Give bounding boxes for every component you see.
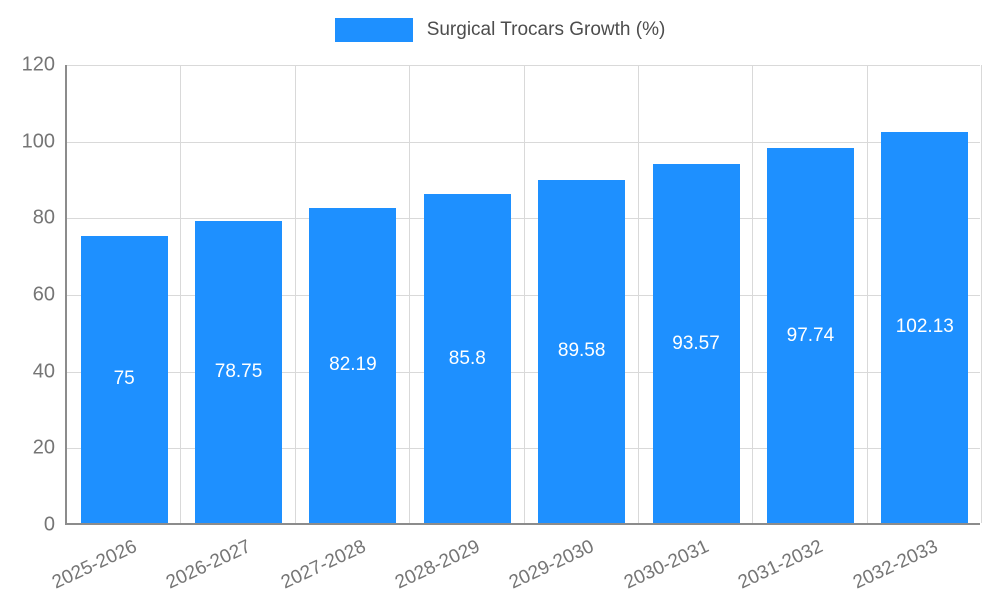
vertical-gridline [752, 65, 754, 523]
bar-2026-2027: 78.75 [195, 221, 283, 523]
vertical-gridline [866, 65, 868, 523]
x-axis-category-label: 2031-2032 [735, 536, 827, 594]
vertical-gridline [637, 65, 639, 523]
y-axis-tick-label: 60 [32, 283, 55, 306]
vertical-gridline [294, 65, 296, 523]
x-axis-category-label: 2032-2033 [849, 536, 941, 594]
chart-legend: Surgical Trocars Growth (%) [0, 18, 1000, 42]
bar-value-label: 102.13 [895, 316, 954, 338]
x-axis-category-label: 2030-2031 [620, 536, 713, 594]
y-axis-tick-label: 80 [32, 206, 55, 229]
legend-swatch-icon [334, 18, 413, 42]
bar-2030-2031: 93.57 [652, 164, 740, 523]
bar-value-label: 75 [113, 368, 135, 390]
y-axis-tick-label: 100 [21, 130, 55, 153]
bar-2025-2026: 75 [80, 235, 168, 523]
bar-value-label: 85.8 [448, 347, 486, 369]
legend-label: Surgical Trocars Growth (%) [426, 19, 666, 40]
y-axis-tick-label: 120 [21, 53, 55, 76]
vertical-gridline [180, 65, 182, 523]
bar-value-label: 89.58 [557, 340, 606, 362]
y-axis-tick-label: 20 [32, 436, 55, 459]
x-axis-category-label: 2025-2026 [48, 536, 141, 594]
x-axis-category-label: 2028-2029 [392, 536, 484, 594]
vertical-gridline [523, 65, 525, 523]
bar-value-label: 82.19 [329, 354, 377, 376]
x-axis-category-label: 2027-2028 [277, 536, 369, 594]
bar-value-label: 78.75 [214, 361, 263, 383]
bar-2031-2032: 97.74 [766, 148, 854, 523]
legend-item-surgical-trocars[interactable]: Surgical Trocars Growth (%) [334, 18, 666, 42]
bar-value-label: 93.57 [672, 332, 720, 354]
bar-value-label: 97.74 [786, 324, 835, 346]
y-axis-tick-label: 0 [43, 513, 55, 536]
y-axis-tick-label: 40 [32, 360, 55, 383]
plot-area: 75 78.75 82.19 85.8 89.58 93.57 97.74 102.13 [65, 65, 982, 525]
vertical-gridline [981, 65, 982, 523]
bar-2028-2029: 85.8 [423, 194, 511, 523]
bar-2032-2033: 102.13 [881, 131, 969, 523]
bar-2029-2030: 89.58 [538, 179, 626, 523]
vertical-gridline [409, 65, 411, 523]
bar-2027-2028: 82.19 [309, 207, 397, 523]
x-axis-category-label: 2029-2030 [506, 536, 598, 594]
x-axis-category-label: 2026-2027 [163, 536, 255, 594]
